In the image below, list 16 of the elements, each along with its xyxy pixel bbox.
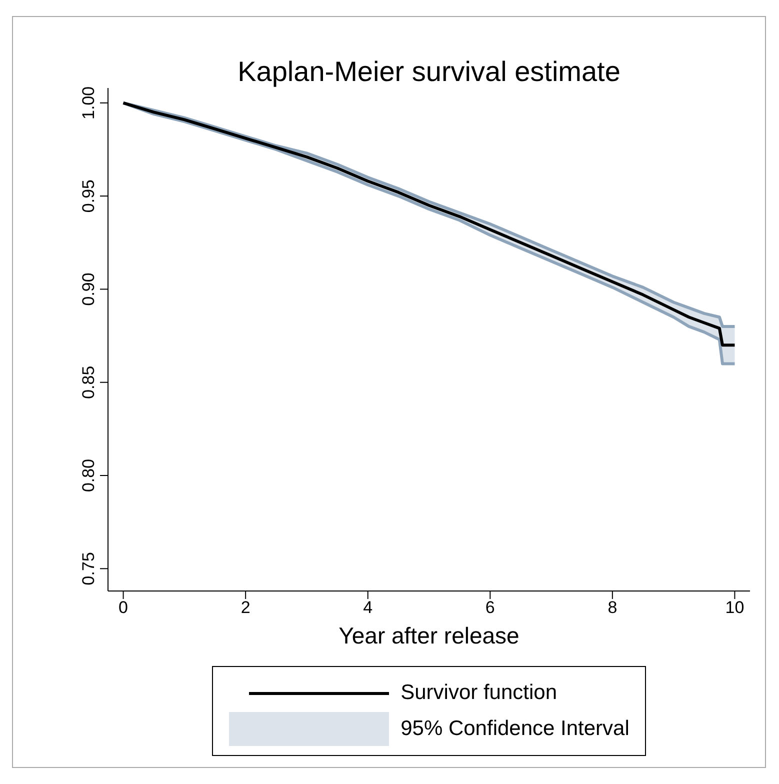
- text: Survivor function: [400, 681, 557, 705]
- x-tick-label: 6: [485, 598, 495, 618]
- x-tick-label: 8: [608, 598, 618, 618]
- x-tick-label: 0: [118, 598, 128, 618]
- y-tick-label: 1.00: [79, 86, 98, 120]
- text: 95% Confidence Interval: [400, 717, 630, 741]
- x-tick-label: 4: [363, 598, 373, 618]
- y-tick-label: 0.95: [79, 180, 98, 213]
- x-tick-label: 10: [725, 598, 744, 618]
- x-tick-label: 2: [240, 598, 250, 618]
- y-tick-label: 0.80: [79, 458, 98, 492]
- y-tick-label: 0.90: [79, 272, 98, 306]
- x-axis-title: Year after release: [338, 622, 520, 648]
- y-tick-label: 0.75: [79, 552, 98, 586]
- y-tick-label: 0.85: [79, 366, 98, 399]
- chart-title: Kaplan-Meier survival estimate: [236, 56, 622, 88]
